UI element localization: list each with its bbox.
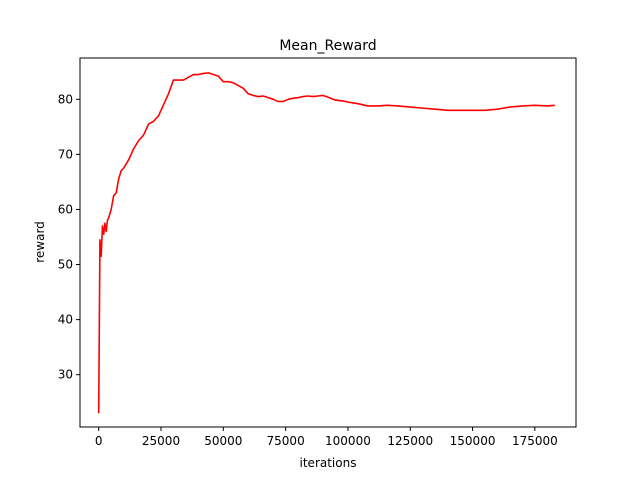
y-tick-label: 50 <box>58 258 73 272</box>
y-tick-label: 80 <box>58 92 73 106</box>
x-tick-label: 100000 <box>325 434 371 448</box>
x-tick-label: 175000 <box>512 434 558 448</box>
x-tick-label: 0 <box>95 434 103 448</box>
x-tick-label: 125000 <box>387 434 433 448</box>
y-tick-label: 70 <box>58 147 73 161</box>
y-tick-label: 30 <box>58 368 73 382</box>
x-tick-label: 50000 <box>204 434 242 448</box>
y-axis-label: reward <box>33 221 47 263</box>
y-tick-label: 40 <box>58 313 73 327</box>
plot-line-layer <box>97 72 555 414</box>
x-axis-ticks: 0 25000 50000 75000 100000 125000 150000 175000 <box>95 427 558 448</box>
y-axis-ticks: 30 40 50 60 70 80 <box>58 92 80 382</box>
plot-frame <box>79 57 577 428</box>
y-tick-label: 60 <box>58 202 73 216</box>
series-line-0 <box>97 72 555 414</box>
x-axis-label: iterations <box>300 456 357 470</box>
chart-title: Mean_Reward <box>279 38 376 54</box>
x-tick-label: 150000 <box>450 434 496 448</box>
x-tick-label: 75000 <box>267 434 305 448</box>
x-tick-label: 25000 <box>142 434 180 448</box>
